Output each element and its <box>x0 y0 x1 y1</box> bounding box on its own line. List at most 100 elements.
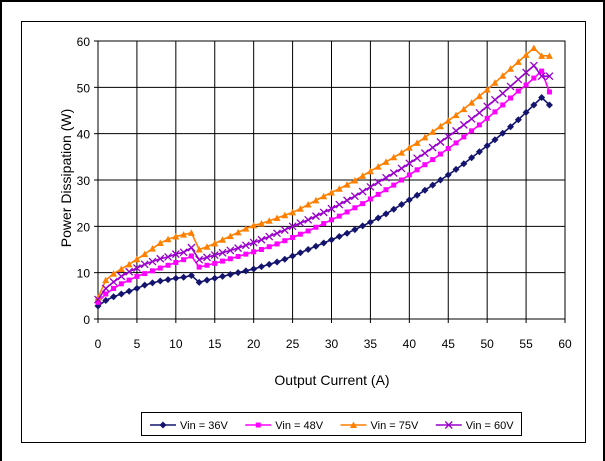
data-point <box>475 92 483 100</box>
data-point <box>507 65 515 72</box>
data-point <box>290 234 296 240</box>
data-point <box>343 181 351 188</box>
data-point <box>187 229 195 236</box>
data-point <box>436 122 444 130</box>
data-point <box>460 105 468 113</box>
data-point <box>475 148 483 156</box>
data-point <box>266 244 272 250</box>
data-point <box>126 277 132 283</box>
data-point <box>390 153 398 161</box>
data-point <box>212 260 218 266</box>
data-point <box>242 225 250 232</box>
data-point <box>413 154 422 163</box>
data-point <box>430 157 436 163</box>
x-axis-label: Output Current (A) <box>274 372 389 388</box>
data-point <box>227 256 233 262</box>
series-lines <box>94 44 554 310</box>
data-point <box>467 114 476 123</box>
legend-item: Vin = 48V <box>245 420 324 432</box>
x-tick-label: 40 <box>403 337 417 351</box>
data-point <box>273 258 281 266</box>
x-tick-label: 50 <box>480 337 494 351</box>
data-point <box>476 122 482 128</box>
data-point <box>538 52 546 59</box>
data-point <box>444 171 452 179</box>
data-point <box>421 133 429 141</box>
data-point <box>366 167 374 175</box>
data-point <box>102 296 110 304</box>
data-point <box>234 269 242 277</box>
data-point <box>328 189 335 196</box>
data-point <box>500 102 506 108</box>
data-point <box>203 276 211 284</box>
data-point <box>110 293 118 301</box>
x-tick-label: 20 <box>247 337 261 351</box>
data-point <box>335 200 344 209</box>
data-point <box>390 205 398 213</box>
data-point <box>141 281 149 289</box>
data-point <box>452 126 460 135</box>
data-point <box>490 95 499 104</box>
data-point <box>491 79 499 86</box>
series-4 <box>94 61 554 304</box>
data-point <box>375 191 381 197</box>
data-point <box>281 211 289 219</box>
data-point <box>165 262 171 268</box>
data-point <box>359 222 367 230</box>
data-point <box>187 243 196 252</box>
data-point <box>406 172 412 178</box>
legend-marker <box>444 421 453 429</box>
data-point <box>94 295 102 304</box>
data-point <box>344 209 350 215</box>
data-point <box>421 186 429 194</box>
data-point <box>515 88 521 94</box>
y-axis-label: Power Dissipation (W) <box>58 109 74 247</box>
chart-area <box>21 21 586 443</box>
y-tick-label: 60 <box>77 35 91 49</box>
y-tick-label: 0 <box>83 313 90 327</box>
data-point <box>274 241 280 247</box>
data-point <box>305 228 311 234</box>
data-point <box>102 276 110 284</box>
series-line <box>97 46 550 299</box>
x-tick-label: 10 <box>169 337 183 351</box>
data-point <box>389 169 398 178</box>
data-point <box>343 196 352 205</box>
data-point <box>429 181 437 189</box>
data-point <box>483 142 491 150</box>
data-point <box>281 255 289 263</box>
data-point <box>545 101 553 109</box>
legend-marker <box>255 422 261 428</box>
data-point <box>157 265 163 271</box>
data-point <box>219 236 227 243</box>
data-point <box>414 167 420 173</box>
data-point <box>514 75 523 84</box>
data-point <box>352 205 358 211</box>
series-3 <box>94 44 553 301</box>
data-point <box>398 149 406 156</box>
data-point <box>148 257 157 266</box>
data-point <box>374 214 382 222</box>
data-point <box>195 278 203 286</box>
data-point <box>289 252 297 260</box>
data-point <box>320 192 328 200</box>
data-point <box>196 264 202 270</box>
x-tick-label: 55 <box>519 337 533 351</box>
data-point <box>251 249 257 255</box>
data-point <box>296 219 305 228</box>
data-point <box>109 277 118 286</box>
data-point <box>234 228 242 236</box>
data-point <box>459 120 468 129</box>
y-tick-labels: 0 10 20 30 40 50 60 <box>77 35 91 327</box>
data-point <box>374 163 382 170</box>
data-point <box>243 251 249 257</box>
data-point <box>249 238 258 247</box>
data-point <box>95 299 101 305</box>
axes <box>94 40 566 323</box>
data-point <box>413 139 421 146</box>
data-point <box>545 52 553 59</box>
data-point <box>539 68 545 74</box>
data-point <box>420 149 429 158</box>
data-point <box>211 239 219 247</box>
data-point <box>265 232 274 241</box>
